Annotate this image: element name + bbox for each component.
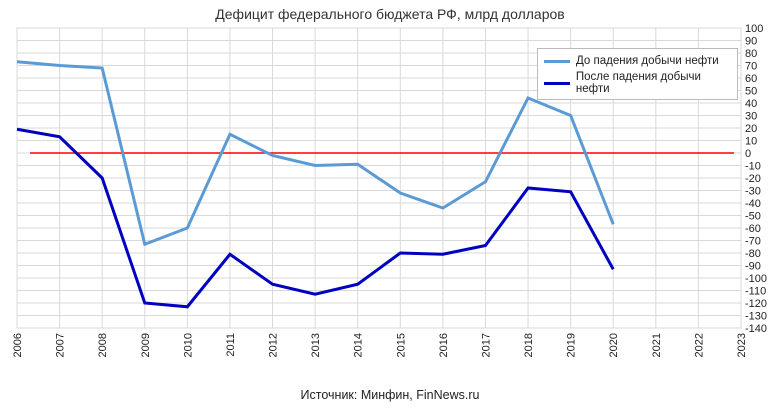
series-line-after-decline: [16, 127, 615, 309]
y-tick-label: -100: [745, 273, 767, 285]
y-tick-label: -10: [745, 161, 761, 173]
x-tick-label: 2018: [523, 333, 535, 357]
y-tick-label: 40: [745, 98, 757, 110]
x-tick-label: 2016: [438, 333, 450, 357]
y-tick-label: -140: [745, 323, 767, 335]
legend-item-before-decline: До падения добычи нефти: [544, 53, 719, 69]
legend-label-after-decline: После падения добычи нефти: [575, 71, 701, 95]
legend-item-after-decline: После падения добычи нефти: [544, 71, 737, 95]
series-line-before-decline: [16, 60, 615, 247]
x-tick-label: 2019: [566, 333, 578, 357]
x-tick-label: 2014: [353, 333, 365, 357]
y-tick-label: -130: [745, 311, 767, 323]
y-tick-label: -90: [745, 261, 761, 273]
x-tick-label: 2023: [736, 333, 748, 357]
x-tick-label: 2012: [268, 333, 280, 357]
y-tick-label: 100: [745, 23, 763, 35]
x-tick-label: 2007: [55, 333, 67, 357]
x-tick-label: 2021: [651, 333, 663, 357]
y-tick-label: 50: [745, 86, 757, 98]
y-tick-label: -70: [745, 236, 761, 248]
y-tick-label: -20: [745, 173, 761, 185]
y-tick-label: 20: [745, 123, 757, 135]
x-tick-label: 2011: [225, 333, 237, 357]
x-tick-label: 2010: [182, 333, 194, 357]
y-tick-label: -120: [745, 298, 767, 310]
y-tick-label: 60: [745, 73, 757, 85]
legend-swatch-after-decline: [544, 81, 570, 85]
y-tick-label: -40: [745, 198, 761, 210]
x-tick-label: 2013: [310, 333, 322, 357]
x-tick-label: 2006: [12, 333, 24, 357]
x-tick-label: 2008: [97, 333, 109, 357]
y-tick-label: -30: [745, 186, 761, 198]
y-tick-label: -80: [745, 248, 761, 260]
legend-label-before-decline: До падения добычи нефти: [576, 55, 719, 67]
x-tick-label: 2022: [693, 333, 705, 357]
y-tick-label: 90: [745, 36, 757, 48]
y-tick-label: 70: [745, 61, 757, 73]
x-tick-label: 2015: [395, 333, 407, 357]
x-tick-label: 2020: [608, 333, 620, 357]
y-tick-label: 10: [745, 136, 757, 148]
legend: До падения добычи нефти После падения до…: [537, 48, 738, 100]
y-tick-label: 30: [745, 111, 757, 123]
source-note: Источник: Минфин, FinNews.ru: [300, 388, 480, 402]
y-tick-label: -50: [745, 211, 761, 223]
legend-swatch-before-decline: [544, 59, 570, 63]
y-tick-label: -60: [745, 223, 761, 235]
x-tick-label: 2017: [480, 333, 492, 357]
chart-title: Дефицит федерального бюджета РФ, млрд до…: [215, 6, 565, 22]
y-tick-label: 80: [745, 48, 757, 60]
y-tick-label: -110: [745, 286, 766, 298]
y-tick-label: 0: [745, 148, 751, 160]
x-tick-label: 2009: [140, 333, 152, 357]
